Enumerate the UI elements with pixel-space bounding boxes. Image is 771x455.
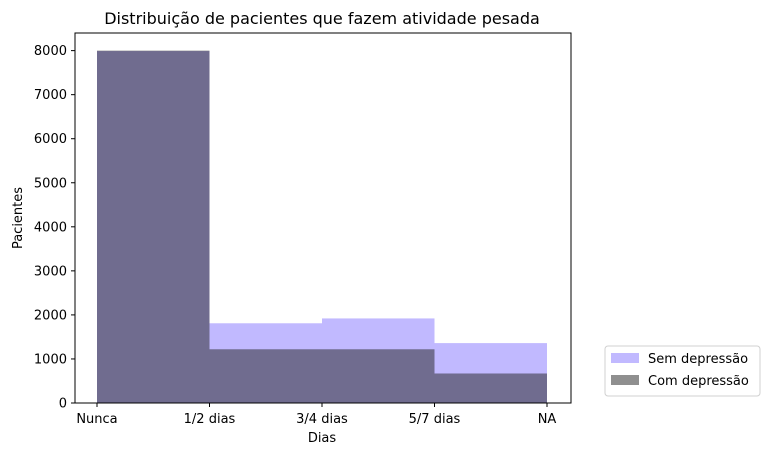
legend: Sem depressão Com depressão: [604, 345, 761, 397]
y-axis-label: Pacientes: [11, 187, 26, 249]
y-tick-label: 7000: [34, 88, 67, 103]
legend-label: Com depressão: [648, 374, 749, 389]
x-tick-label: Nunca: [76, 412, 117, 427]
bar-com-depressao-4: [434, 373, 547, 403]
y-tick-label: 5000: [34, 176, 67, 191]
y-tick-label: 1000: [34, 352, 67, 367]
bar-com-depressao-1: [97, 50, 210, 403]
legend-label: Sem depressão: [648, 352, 748, 367]
y-tick-label: 0: [59, 397, 67, 412]
y-axis: 0 1000 2000 3000 4000 5000 6000 7000 8000: [34, 44, 75, 412]
bars-layer: [97, 50, 547, 404]
x-axis: Nunca 1/2 dias 3/4 dias 5/7 dias NA: [76, 403, 556, 427]
x-tick-label: 5/7 dias: [409, 412, 461, 427]
bar-com-depressao-3: [322, 349, 435, 403]
legend-swatch: [611, 353, 639, 363]
bar-com-depressao-2: [209, 349, 322, 403]
y-tick-label: 3000: [34, 264, 67, 279]
y-tick-label: 8000: [34, 44, 67, 59]
x-tick-label: 1/2 dias: [184, 412, 236, 427]
y-tick-label: 4000: [34, 220, 67, 235]
x-tick-label: 3/4 dias: [296, 412, 348, 427]
y-tick-label: 2000: [34, 308, 67, 323]
x-tick-label: NA: [538, 412, 557, 427]
plot-area-frame: [74, 32, 572, 404]
legend-frame: [604, 345, 761, 397]
x-axis-label: Dias: [308, 431, 337, 446]
chart-title: Distribuição de pacientes que fazem ativ…: [104, 9, 540, 28]
legend-swatch: [611, 375, 639, 385]
y-tick-label: 6000: [34, 132, 67, 147]
